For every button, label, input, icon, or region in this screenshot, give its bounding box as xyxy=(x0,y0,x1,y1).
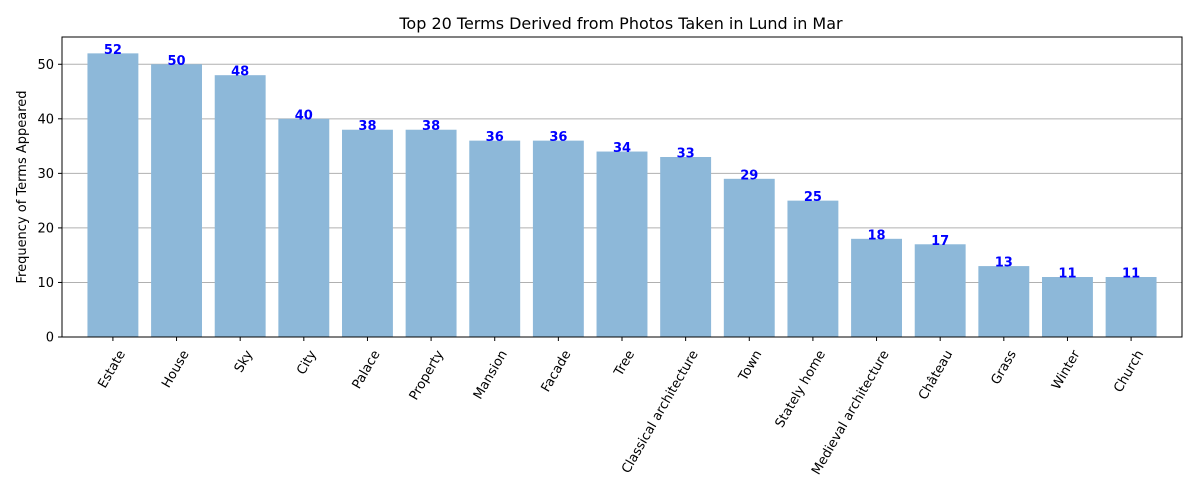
bar xyxy=(532,140,584,337)
x-tick-label: Mansion xyxy=(471,348,511,402)
y-axis-ticks: 0 10 20 30 40 50 xyxy=(37,58,62,346)
bar xyxy=(1042,277,1093,337)
bars xyxy=(87,53,1157,338)
value-label: 11 xyxy=(1122,267,1140,282)
y-tick-label: 10 xyxy=(37,276,54,291)
bar xyxy=(405,129,457,337)
value-label: 11 xyxy=(1058,267,1076,282)
x-tick-label: Sky xyxy=(232,348,257,376)
x-tick-label: City xyxy=(294,348,320,378)
x-tick-label: Château xyxy=(916,348,956,403)
x-tick-label: Classical architecture xyxy=(619,348,702,476)
bar xyxy=(723,178,775,337)
x-axis-ticks: Estate House Sky City Palace Property Mansion F… xyxy=(95,337,1147,478)
value-label: 33 xyxy=(677,147,695,162)
x-tick-label: Grass xyxy=(988,348,1020,388)
x-tick-label: Facade xyxy=(539,348,575,395)
x-tick-label: Tree xyxy=(611,348,638,380)
value-labels: 52 50 48 40 38 38 36 36 34 33 29 25 18 17 13 11 11 xyxy=(104,43,1140,282)
bar xyxy=(469,140,521,337)
bar xyxy=(87,53,139,337)
bar xyxy=(151,64,202,337)
bar xyxy=(851,238,902,337)
x-tick-label: Palace xyxy=(350,348,384,392)
value-label: 17 xyxy=(931,234,949,249)
value-label: 36 xyxy=(486,130,504,145)
value-label: 38 xyxy=(422,119,440,134)
value-label: 36 xyxy=(549,130,567,145)
y-tick-label: 0 xyxy=(46,331,54,346)
value-label: 29 xyxy=(740,168,758,183)
bar xyxy=(342,129,393,337)
value-label: 52 xyxy=(104,43,122,58)
bar xyxy=(1105,277,1157,337)
bar xyxy=(596,151,648,337)
x-tick-label: Town xyxy=(736,348,766,385)
value-label: 50 xyxy=(167,54,185,69)
value-label: 13 xyxy=(995,256,1013,271)
bar xyxy=(214,75,266,337)
x-tick-label: Property xyxy=(407,348,448,403)
x-tick-label: Estate xyxy=(95,348,129,391)
value-label: 40 xyxy=(295,108,313,123)
bar xyxy=(278,118,330,338)
value-label: 18 xyxy=(867,228,885,243)
value-label: 34 xyxy=(613,141,631,156)
x-tick-label: Winter xyxy=(1049,347,1084,392)
x-tick-label: Church xyxy=(1111,348,1147,395)
bar xyxy=(787,200,839,337)
value-label: 48 xyxy=(231,65,249,80)
x-tick-label: House xyxy=(159,348,192,391)
y-tick-label: 40 xyxy=(37,112,54,127)
bar xyxy=(660,157,712,337)
x-tick-label: Stately home xyxy=(773,348,829,431)
y-axis-label: Frequency of Terms Appeared xyxy=(15,90,30,283)
value-label: 38 xyxy=(358,119,376,134)
value-label: 25 xyxy=(804,190,822,205)
chart-title: Top 20 Terms Derived from Photos Taken i… xyxy=(398,14,843,33)
bar xyxy=(978,266,1030,337)
y-tick-label: 30 xyxy=(37,167,54,182)
y-tick-label: 20 xyxy=(37,221,54,236)
y-tick-label: 50 xyxy=(37,58,54,73)
bar xyxy=(914,244,966,337)
